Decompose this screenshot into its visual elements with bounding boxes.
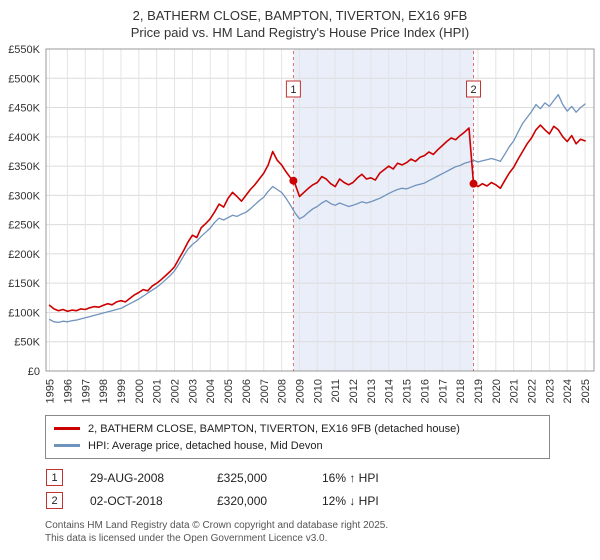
attribution-line-2: This data is licensed under the Open Gov…	[45, 533, 328, 544]
sale-number-box	[285, 80, 301, 98]
page-subtitle: Price paid vs. HM Land Registry's House …	[130, 25, 470, 40]
sale-1-price: £325,000	[217, 470, 268, 485]
x-axis-tick-label: 1999	[116, 379, 128, 403]
x-axis-tick-label: 2019	[473, 379, 485, 403]
y-axis-tick-label: £250K	[8, 220, 40, 232]
y-axis-tick-label: £500K	[8, 73, 40, 85]
y-axis-tick-label: £0	[28, 366, 40, 378]
sale-1-marker-badge: 1	[46, 469, 63, 486]
hpi-line-swatch	[54, 444, 80, 447]
x-axis-tick-label: 2002	[170, 379, 182, 403]
sale-annotation-row: 1 29-AUG-2008 £325,000 16% ↑ HPI	[46, 469, 600, 486]
sale-2-price: £320,000	[217, 493, 268, 508]
sale-2-hpi-delta: 12% ↓ HPI	[322, 493, 379, 508]
x-axis-tick-label: 2017	[437, 379, 449, 403]
x-axis-tick-label: 1998	[98, 379, 110, 403]
x-axis-tick-label: 2021	[509, 379, 521, 403]
legend-item-property: 2, BATHERM CLOSE, BAMPTON, TIVERTON, EX1…	[54, 420, 541, 437]
x-axis-tick-label: 2022	[527, 379, 539, 403]
x-axis-tick-label: 2018	[455, 379, 467, 403]
x-axis-tick-label: 2014	[384, 379, 396, 403]
x-axis-tick-label: 2006	[241, 379, 253, 403]
sale-period-shading	[293, 49, 474, 371]
x-axis-tick-label: 2015	[402, 379, 414, 403]
x-axis-tick-label: 2023	[544, 379, 556, 403]
price-paid-line	[48, 124, 586, 313]
x-axis-tick-label: 2025	[580, 379, 592, 403]
x-axis-tick-label: 2000	[134, 379, 146, 403]
page-title: 2, BATHERM CLOSE, BAMPTON, TIVERTON, EX1…	[132, 8, 468, 23]
legend-label-hpi: HPI: Average price, detached house, Mid …	[88, 439, 323, 452]
y-axis-tick-label: £200K	[8, 249, 40, 261]
chart-header: 2, BATHERM CLOSE, BAMPTON, TIVERTON, EX1…	[0, 0, 600, 41]
x-axis-tick-label: 2001	[152, 379, 164, 403]
price-history-chart: £0 £50K £100K £150K £200K £250K £300K £350K £400…	[8, 44, 595, 403]
sale-number-box	[466, 80, 482, 98]
sale-price-marker	[289, 176, 298, 185]
x-axis-tick-label: 2020	[491, 379, 503, 403]
x-axis-tick-label: 2016	[419, 379, 431, 403]
y-axis-tick-label: £50K	[14, 337, 40, 349]
x-axis-tick-label: 2012	[348, 379, 360, 403]
y-axis-tick-label: £400K	[8, 132, 40, 144]
sale-price-marker	[469, 179, 478, 188]
sale-number-label: 2	[470, 84, 476, 96]
legend-item-hpi: HPI: Average price, detached house, Mid …	[54, 437, 541, 454]
attribution-line-1: Contains HM Land Registry data © Crown c…	[45, 520, 389, 531]
sale-2-date: 02-OCT-2018	[90, 493, 163, 508]
x-axis-tick-label: 2007	[259, 379, 271, 403]
x-axis-tick-label: 2011	[330, 379, 342, 403]
x-axis-tick-label: 2013	[366, 379, 378, 403]
sale-1-hpi-delta: 16% ↑ HPI	[322, 470, 379, 485]
chart-legend: 2, BATHERM CLOSE, BAMPTON, TIVERTON, EX1…	[45, 415, 550, 459]
sale-annotations: 1 29-AUG-2008 £325,000 16% ↑ HPI 2 02-OC…	[0, 469, 600, 509]
property-line-swatch	[54, 427, 80, 430]
x-axis-tick-label: 2024	[562, 379, 574, 403]
x-axis-tick-label: 2003	[187, 379, 199, 403]
sale-2-marker-badge: 2	[46, 492, 63, 509]
x-axis-tick-label: 2010	[312, 379, 324, 403]
x-axis-tick-label: 2009	[294, 379, 306, 403]
y-axis-tick-label: £150K	[8, 278, 40, 290]
x-axis-tick-label: 2008	[277, 379, 289, 403]
y-axis-tick-label: £300K	[8, 190, 40, 202]
x-axis-tick-label: 1995	[45, 379, 57, 403]
x-axis-tick-label: 2005	[223, 379, 235, 403]
y-axis-tick-label: £450K	[8, 103, 40, 115]
sale-1-date: 29-AUG-2008	[90, 470, 165, 485]
x-axis-tick-label: 1997	[80, 379, 92, 403]
x-axis-tick-label: 1996	[62, 379, 74, 403]
y-axis-tick-label: £550K	[8, 44, 40, 56]
y-axis-tick-label: £350K	[8, 161, 40, 173]
x-axis-tick-label: 2004	[205, 379, 217, 403]
attribution-footer: Contains HM Land Registry data © Crown c…	[45, 519, 600, 545]
hpi-line	[48, 94, 586, 324]
sale-number-label: 1	[290, 84, 296, 96]
legend-label-property: 2, BATHERM CLOSE, BAMPTON, TIVERTON, EX1…	[88, 422, 460, 435]
y-axis-tick-label: £100K	[8, 307, 40, 319]
sale-annotation-row: 2 02-OCT-2018 £320,000 12% ↓ HPI	[46, 492, 600, 509]
